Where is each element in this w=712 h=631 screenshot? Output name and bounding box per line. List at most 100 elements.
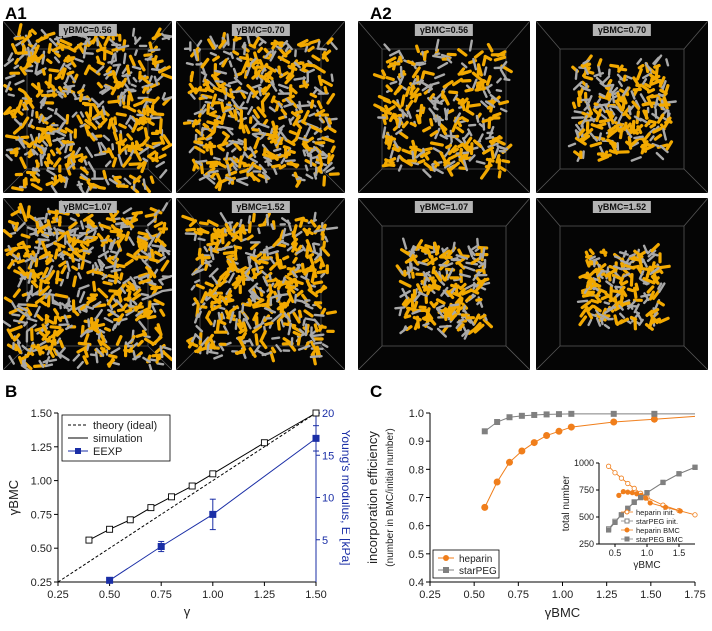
starpeg-chain (395, 128, 403, 136)
heparin-chain (232, 50, 240, 56)
heparin-chain (9, 147, 19, 153)
heparin-chain (200, 57, 210, 69)
heparin-chain (602, 150, 609, 158)
starpeg-chain (211, 253, 215, 261)
starpeg-chain (26, 226, 37, 232)
starpeg-chain (313, 252, 322, 261)
heparin-chain (200, 291, 208, 304)
inset-heparin-point (662, 504, 669, 510)
starpeg-chain (162, 345, 172, 351)
heparin-chain (239, 168, 250, 174)
starpeg-chain (603, 301, 611, 305)
heparin-chain (47, 42, 52, 54)
heparin-chain (610, 142, 619, 155)
starpeg-chain (97, 250, 110, 258)
cube-edge (505, 168, 530, 193)
heparin-chain (127, 280, 138, 291)
starpeg-chain (122, 94, 126, 102)
heparin-chain (136, 339, 144, 347)
heparin-chain (34, 159, 40, 168)
heparin-chain (475, 283, 484, 292)
heparin-point (518, 447, 526, 455)
x-tick-label: 1.50 (640, 589, 661, 601)
heparin-chain (251, 324, 263, 334)
starpeg-chain (462, 159, 469, 172)
gamma-label: γBMC=1.52 (231, 201, 290, 213)
starpeg-chain (582, 59, 590, 65)
cube-edge (505, 198, 530, 227)
starpeg-chain (85, 329, 94, 334)
heparin-chain (158, 65, 171, 74)
starpeg-chain (50, 184, 58, 193)
heparin-chain (296, 335, 302, 346)
starpeg-chain (41, 233, 49, 239)
heparin-chain (141, 329, 148, 337)
starpeg-chain (56, 228, 65, 233)
heparin-chain (206, 242, 214, 247)
starpeg-chain (472, 283, 477, 290)
heparin-chain (128, 54, 136, 67)
starpeg-chain (86, 343, 90, 352)
heparin-chain (149, 207, 163, 215)
chart-b: 0.25 0.50 0.75 1.00 1.25 1.500.250.500.751.00… (6, 408, 350, 619)
heparin-chain (472, 139, 483, 148)
heparin-chain (403, 314, 412, 319)
heparin-chain (261, 83, 272, 96)
starpeg-chain (304, 317, 316, 322)
heparin-chain (10, 112, 17, 119)
panel-letter-a1: A1 (5, 4, 27, 23)
heparin-chain (134, 117, 145, 126)
starpeg-chain (90, 97, 101, 108)
inset-y-tick-label: 250 (579, 539, 594, 549)
starpeg-chain (244, 264, 253, 275)
starpeg-chain (35, 70, 44, 76)
starpeg-chain (12, 254, 19, 260)
starpeg-chain (103, 252, 108, 260)
starpeg-chain (13, 64, 20, 70)
heparin-chain (445, 143, 453, 150)
heparin-chain (126, 106, 137, 113)
starpeg-chain (472, 57, 478, 71)
heparin-chain (646, 97, 654, 109)
heparin-chain (632, 286, 638, 299)
starpeg-chain (288, 308, 297, 315)
starpeg-chain (246, 91, 252, 104)
starpeg-chain (29, 232, 36, 236)
heparin-chain (126, 252, 134, 258)
starpeg-chain (316, 47, 328, 51)
heparin-chain (497, 158, 502, 170)
starpeg-chain (306, 151, 311, 158)
heparin-chain (34, 294, 47, 305)
heparin-chain (645, 144, 655, 151)
starpeg-chain (137, 146, 150, 156)
starpeg-chain (69, 132, 73, 142)
heparin-chain (656, 143, 669, 149)
y-tick-label: 1.00 (31, 476, 52, 488)
heparin-chain (158, 118, 163, 132)
heparin-chain (190, 70, 195, 80)
cube-edge (683, 21, 708, 50)
heparin-chain (632, 76, 642, 89)
starpeg-chain (313, 313, 325, 317)
heparin-chain (451, 119, 459, 133)
gamma-label: γBMC=0.70 (231, 24, 290, 36)
heparin-chain (54, 293, 69, 299)
heparin-chain (396, 85, 403, 93)
heparin-chain (608, 149, 617, 154)
starpeg-point (651, 410, 658, 417)
heparin-chain (326, 37, 334, 45)
starpeg-chain (638, 270, 645, 280)
heparin-chain (81, 101, 91, 106)
starpeg-chain (39, 153, 43, 167)
heparin-chain (455, 126, 465, 134)
legend-label-starpeg: starPEG (459, 566, 497, 577)
starpeg-chain (133, 36, 142, 45)
starpeg-chain (406, 266, 411, 279)
exp-point (157, 543, 165, 551)
starpeg-chain (141, 259, 152, 270)
heparin-chain (39, 278, 51, 285)
cube-edge (358, 21, 383, 50)
starpeg-chain (95, 347, 105, 358)
heparin-chain (282, 145, 291, 150)
starpeg-chain (298, 328, 305, 335)
